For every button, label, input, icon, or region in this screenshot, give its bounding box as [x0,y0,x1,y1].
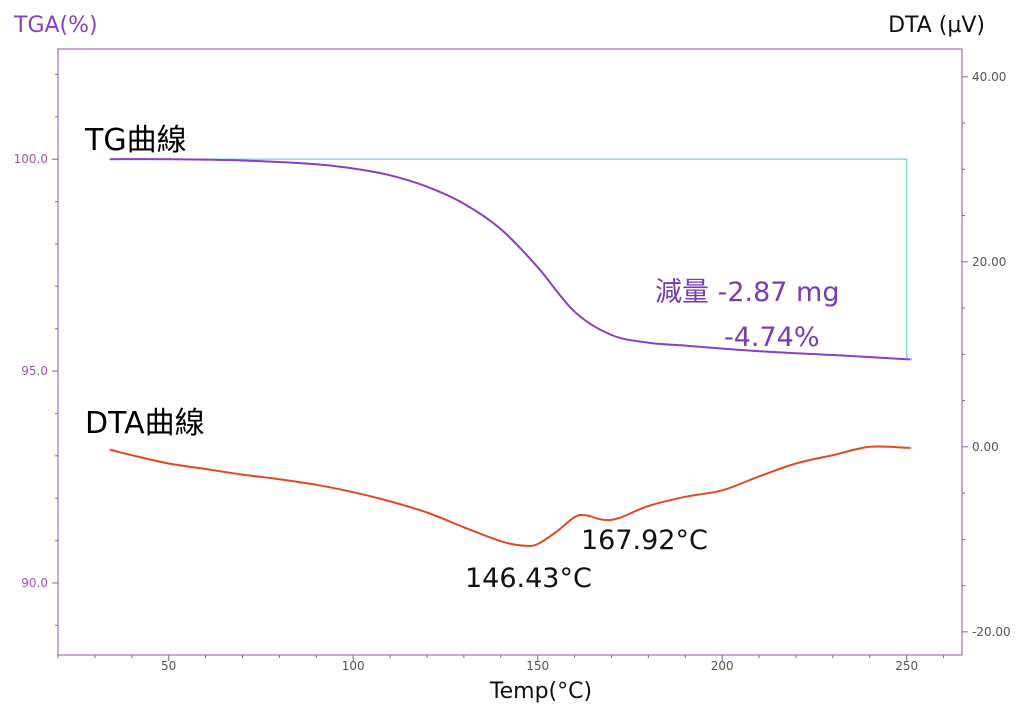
right-tick-label: 20.00 [972,255,1006,269]
left-axis-ticks: 90.0 95.0 100.0 [14,73,58,626]
tg-curve-label: TG曲線 [84,123,187,158]
dta-curve-label: DTA曲線 [85,406,205,441]
tg-step-bracket [109,158,908,360]
right-tick-label: 0.00 [972,440,999,454]
x-tick-label: 250 [895,659,918,673]
dta-series-line [109,445,912,548]
dta-peak-1-label: 146.43°C [465,563,592,594]
x-tick-label: 200 [711,659,734,673]
mass-loss-percent-annotation: -4.74% [724,322,820,353]
left-tick-label: 95.0 [21,364,48,378]
x-axis-ticks: 50 100 150 200 250 [57,655,945,673]
x-tick-label: 150 [526,659,549,673]
left-axis-title: TGA(%) [13,13,98,38]
x-axis-title: Temp(°C) [489,679,592,704]
left-tick-label: 100.0 [14,152,48,166]
tg-series-line [109,158,912,361]
left-tick-label: 90.0 [21,576,48,590]
mass-loss-annotation: 減量 -2.87 mg [655,277,839,308]
right-axis-title: DTA (µV) [888,13,985,38]
right-tick-label: -20.00 [972,625,1011,639]
right-axis-ticks: -20.00 0.00 20.00 40.00 [962,70,1011,639]
dta-peak-2-label: 167.92°C [581,525,708,556]
x-tick-label: 100 [342,659,365,673]
x-tick-label: 50 [161,659,176,673]
plot-frame [57,48,963,656]
right-tick-label: 40.00 [972,70,1006,84]
